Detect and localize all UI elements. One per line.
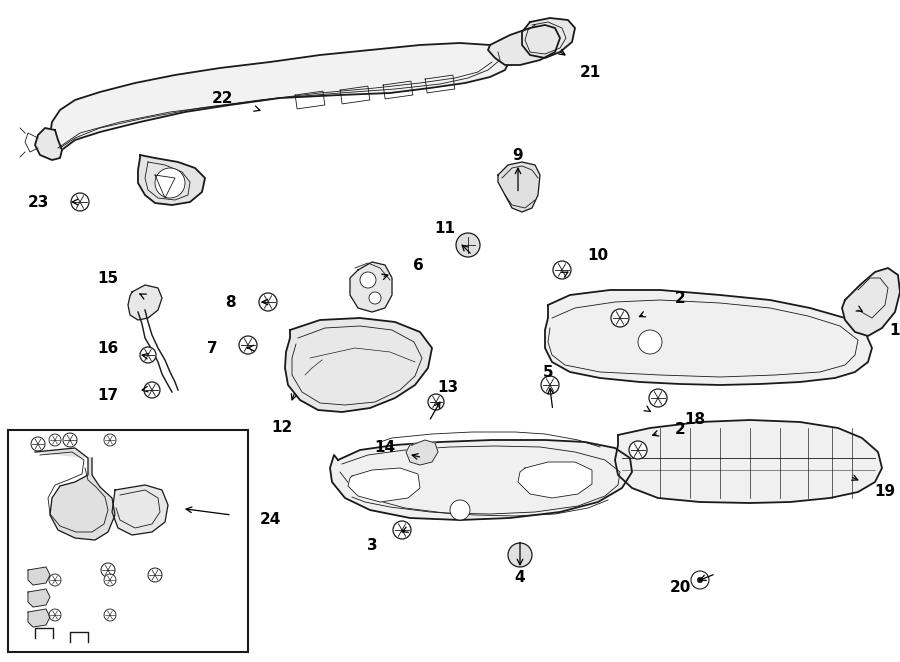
- Polygon shape: [522, 18, 575, 58]
- Text: 2: 2: [675, 422, 686, 438]
- Text: 6: 6: [412, 258, 423, 273]
- Text: 24: 24: [259, 512, 281, 528]
- Polygon shape: [545, 290, 872, 385]
- Circle shape: [691, 571, 709, 589]
- Circle shape: [698, 577, 703, 583]
- Text: 16: 16: [97, 340, 119, 355]
- Polygon shape: [488, 25, 560, 65]
- Circle shape: [71, 193, 89, 211]
- Text: 23: 23: [27, 195, 49, 209]
- Text: 11: 11: [435, 220, 455, 236]
- Polygon shape: [35, 448, 115, 540]
- Text: 10: 10: [588, 248, 608, 263]
- Circle shape: [104, 574, 116, 586]
- Text: 1: 1: [890, 322, 900, 338]
- Text: 13: 13: [437, 381, 459, 395]
- Circle shape: [450, 500, 470, 520]
- Circle shape: [239, 336, 257, 354]
- Text: 8: 8: [225, 295, 235, 310]
- Polygon shape: [330, 440, 632, 520]
- Text: 21: 21: [580, 64, 600, 79]
- Polygon shape: [128, 285, 162, 320]
- Circle shape: [104, 609, 116, 621]
- Circle shape: [259, 293, 277, 311]
- Text: 5: 5: [543, 365, 553, 379]
- Polygon shape: [28, 567, 50, 585]
- Circle shape: [541, 376, 559, 394]
- Circle shape: [49, 574, 61, 586]
- Bar: [8, 430, 248, 652]
- Circle shape: [611, 309, 629, 327]
- Text: 20: 20: [670, 581, 690, 596]
- Text: 15: 15: [97, 271, 119, 285]
- Circle shape: [638, 330, 662, 354]
- Polygon shape: [112, 485, 168, 535]
- Polygon shape: [498, 162, 540, 212]
- Circle shape: [101, 563, 115, 577]
- Text: 7: 7: [207, 340, 217, 355]
- Polygon shape: [350, 262, 392, 312]
- Polygon shape: [28, 589, 50, 607]
- Text: 2: 2: [675, 291, 686, 305]
- Circle shape: [31, 437, 45, 451]
- Circle shape: [155, 168, 185, 198]
- Polygon shape: [138, 155, 205, 205]
- Polygon shape: [35, 128, 62, 160]
- Text: 4: 4: [515, 571, 526, 585]
- Text: 12: 12: [272, 420, 292, 436]
- Text: 17: 17: [97, 387, 119, 402]
- Circle shape: [508, 543, 532, 567]
- Text: 18: 18: [684, 412, 706, 428]
- Circle shape: [360, 272, 376, 288]
- Circle shape: [144, 382, 160, 398]
- Circle shape: [649, 389, 667, 407]
- Polygon shape: [518, 462, 592, 498]
- Text: 19: 19: [875, 485, 896, 500]
- Text: 14: 14: [374, 440, 396, 455]
- Polygon shape: [406, 440, 438, 465]
- Polygon shape: [348, 468, 420, 502]
- Polygon shape: [615, 420, 882, 503]
- Circle shape: [140, 347, 156, 363]
- Circle shape: [49, 609, 61, 621]
- Text: 22: 22: [212, 91, 233, 105]
- Text: 3: 3: [366, 538, 377, 553]
- Circle shape: [629, 441, 647, 459]
- Circle shape: [49, 434, 61, 446]
- Polygon shape: [50, 43, 510, 155]
- Circle shape: [456, 233, 480, 257]
- Polygon shape: [28, 609, 50, 627]
- Circle shape: [553, 261, 571, 279]
- Circle shape: [148, 568, 162, 582]
- Circle shape: [393, 521, 411, 539]
- Circle shape: [369, 292, 381, 304]
- Circle shape: [63, 433, 77, 447]
- Circle shape: [428, 394, 444, 410]
- Polygon shape: [285, 318, 432, 412]
- Text: 9: 9: [513, 148, 523, 162]
- Polygon shape: [842, 268, 900, 336]
- Circle shape: [104, 434, 116, 446]
